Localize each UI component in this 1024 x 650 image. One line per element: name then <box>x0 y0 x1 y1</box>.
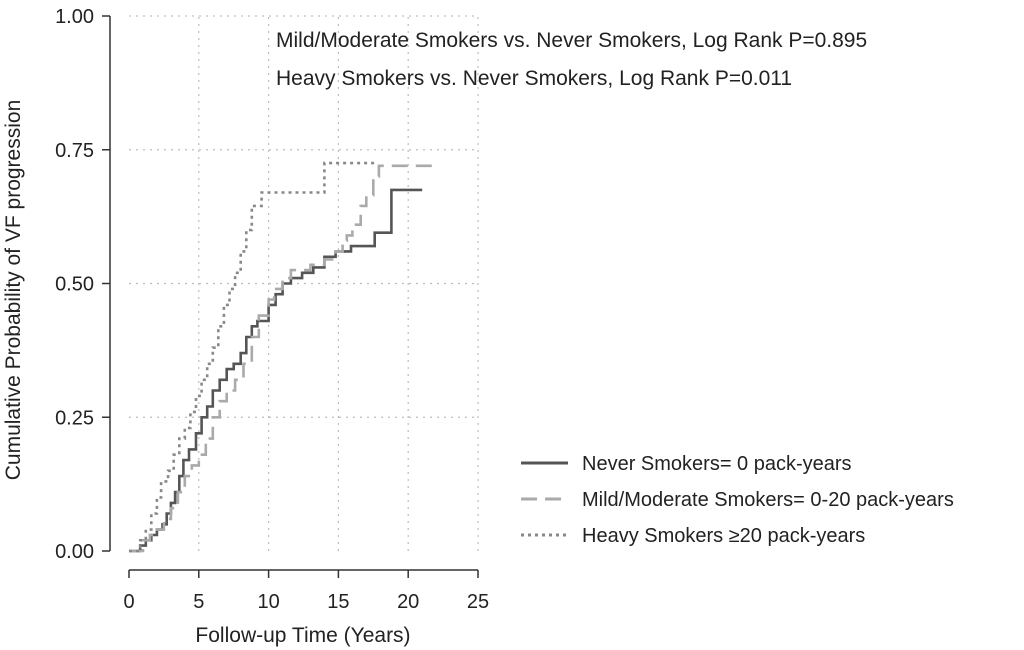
survival-curves <box>129 161 434 553</box>
legend: Never Smokers= 0 pack-years Mild/Moderat… <box>521 453 954 547</box>
axes <box>109 16 478 571</box>
legend-label-heavy-smokers: Heavy Smokers ≥20 pack-years <box>582 525 865 547</box>
legend-item-mild-smokers: Mild/Moderate Smokers= 0-20 pack-years <box>521 489 954 511</box>
y-ticks: 0.00 0.25 0.50 0.75 1.00 <box>55 6 110 563</box>
x-tick-label: 20 <box>397 591 419 613</box>
legend-label-never-smokers: Never Smokers= 0 pack-years <box>582 453 852 475</box>
x-tick-label: 10 <box>257 591 279 613</box>
x-ticks: 0 5 10 15 20 25 <box>123 570 489 613</box>
grid-lines <box>129 15 479 551</box>
curve-mild-smokers <box>129 164 434 553</box>
x-axis-title: Follow-up Time (Years) <box>195 624 410 647</box>
curve-heavy-smokers <box>129 161 375 553</box>
y-tick-label: 0.75 <box>55 140 94 162</box>
y-axis-title: Cumulative Probability of VF progression <box>2 100 25 481</box>
legend-label-mild-smokers: Mild/Moderate Smokers= 0-20 pack-years <box>582 489 954 511</box>
annotation-mild-vs-never: Mild/Moderate Smokers vs. Never Smokers,… <box>276 29 867 52</box>
x-tick-label: 5 <box>193 591 204 613</box>
x-tick-label: 25 <box>467 591 489 613</box>
y-tick-label: 1.00 <box>55 6 94 28</box>
x-tick-label: 0 <box>123 591 134 613</box>
x-tick-label: 15 <box>327 591 349 613</box>
y-tick-label: 0.50 <box>55 274 94 296</box>
y-tick-label: 0.00 <box>55 541 94 563</box>
curve-never-smokers <box>129 188 423 553</box>
annotation-heavy-vs-never: Heavy Smokers vs. Never Smokers, Log Ran… <box>276 67 792 90</box>
legend-item-never-smokers: Never Smokers= 0 pack-years <box>521 453 852 475</box>
legend-item-heavy-smokers: Heavy Smokers ≥20 pack-years <box>521 525 865 547</box>
y-tick-label: 0.25 <box>55 407 94 429</box>
